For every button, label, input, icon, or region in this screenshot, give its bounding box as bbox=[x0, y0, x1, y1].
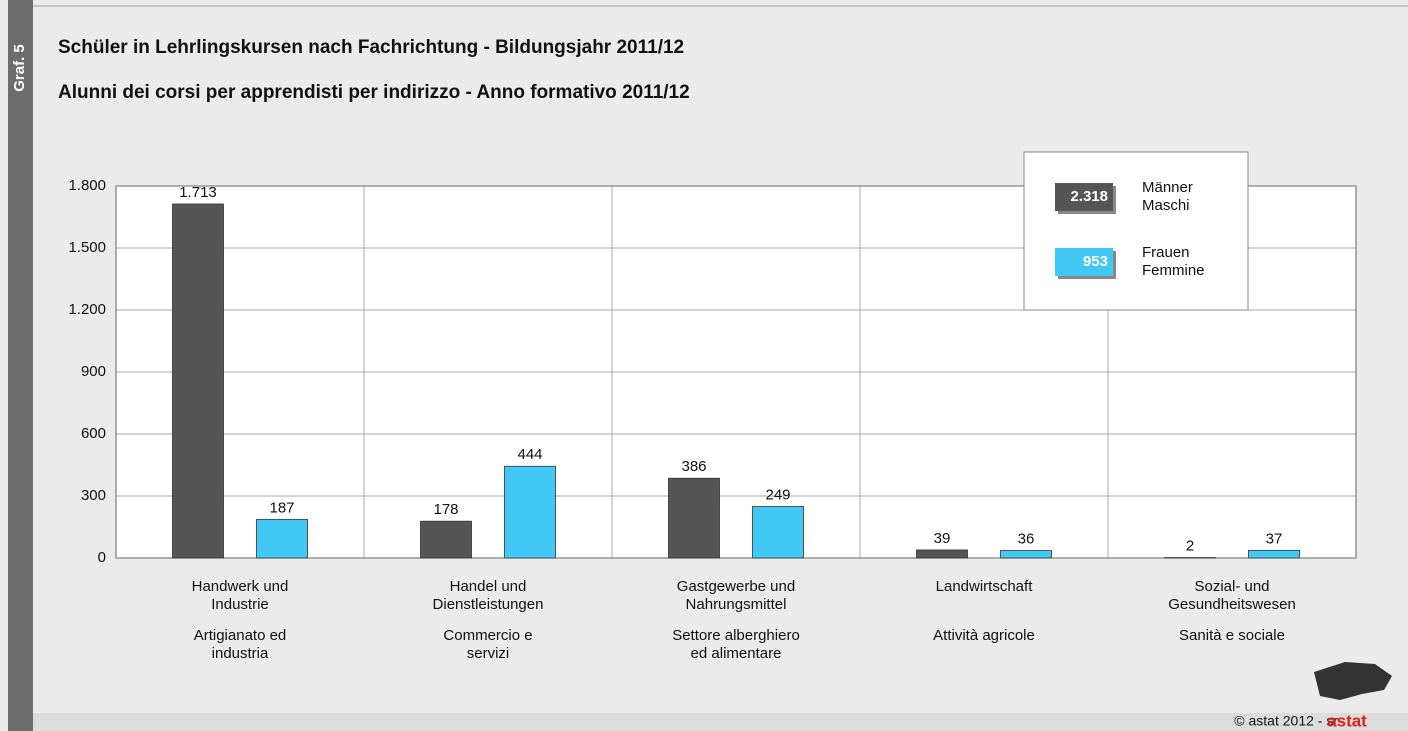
data-label: 386 bbox=[681, 458, 706, 475]
side-strip bbox=[8, 0, 33, 731]
bar bbox=[504, 465, 556, 559]
logo-map bbox=[1314, 662, 1392, 700]
y-tick-label: 1.800 bbox=[68, 177, 106, 194]
x-tick-label-it: Sanità e sociale bbox=[1179, 627, 1285, 644]
legend-total: 953 bbox=[1083, 253, 1108, 270]
footer: © astat 2012 - sr bbox=[1234, 713, 1338, 729]
plot-frame bbox=[115, 185, 1357, 559]
bar bbox=[1000, 550, 1052, 559]
x-tick-label-it: Commercio e servizi bbox=[443, 627, 532, 662]
legend-label: Männer Maschi bbox=[1142, 179, 1193, 214]
bar bbox=[420, 520, 472, 559]
y-tick-label: 1.500 bbox=[68, 239, 106, 256]
bar bbox=[256, 518, 308, 559]
data-label: 36 bbox=[1018, 531, 1035, 548]
legend-total: 2.318 bbox=[1070, 188, 1108, 205]
legend-swatch bbox=[1055, 248, 1113, 276]
legend bbox=[1023, 151, 1249, 311]
x-tick-label: Handel und Dienstleistungen bbox=[433, 578, 544, 613]
x-tick-label: Gastgewerbe und Nahrungsmittel bbox=[677, 578, 795, 613]
legend-swatch bbox=[1055, 183, 1113, 211]
chart-title: Schüler in Lehrlingskursen nach Fachrich… bbox=[58, 37, 684, 58]
bar bbox=[916, 549, 968, 559]
bar bbox=[752, 506, 804, 559]
data-label: 39 bbox=[934, 530, 951, 547]
bar bbox=[172, 203, 224, 559]
logo-text: astat bbox=[1327, 711, 1367, 730]
bar bbox=[668, 477, 720, 559]
data-label: 1.713 bbox=[179, 184, 217, 201]
x-tick-label-it: Settore alberghiero ed alimentare bbox=[672, 627, 800, 662]
data-label: 37 bbox=[1266, 530, 1283, 547]
data-label: 2 bbox=[1186, 538, 1194, 555]
legend-label: Frauen Femmine bbox=[1142, 244, 1205, 279]
x-tick-label-it: Attività agricole bbox=[933, 627, 1035, 644]
bar bbox=[1248, 549, 1300, 559]
graph-label: Graf. 5 bbox=[11, 44, 28, 92]
footer-band bbox=[33, 713, 1408, 731]
x-tick-label: Sozial- und Gesundheitswesen bbox=[1168, 578, 1296, 613]
x-tick-label: Landwirtschaft bbox=[936, 578, 1034, 595]
x-tick-label: Handwerk und Industrie bbox=[192, 578, 289, 613]
chart-subtitle: Alunni dei corsi per apprendisti per ind… bbox=[58, 82, 690, 103]
x-tick-label-it: Artigianato ed industria bbox=[194, 627, 287, 662]
data-label: 249 bbox=[765, 487, 790, 504]
y-tick-label: 0 bbox=[98, 549, 106, 566]
data-label: 178 bbox=[433, 501, 458, 518]
y-tick-label: 1.200 bbox=[68, 301, 106, 318]
y-tick-label: 300 bbox=[81, 487, 106, 504]
y-tick-label: 600 bbox=[81, 425, 106, 442]
data-label: 444 bbox=[517, 446, 542, 463]
y-tick-label: 900 bbox=[81, 363, 106, 380]
data-label: 187 bbox=[269, 499, 294, 516]
